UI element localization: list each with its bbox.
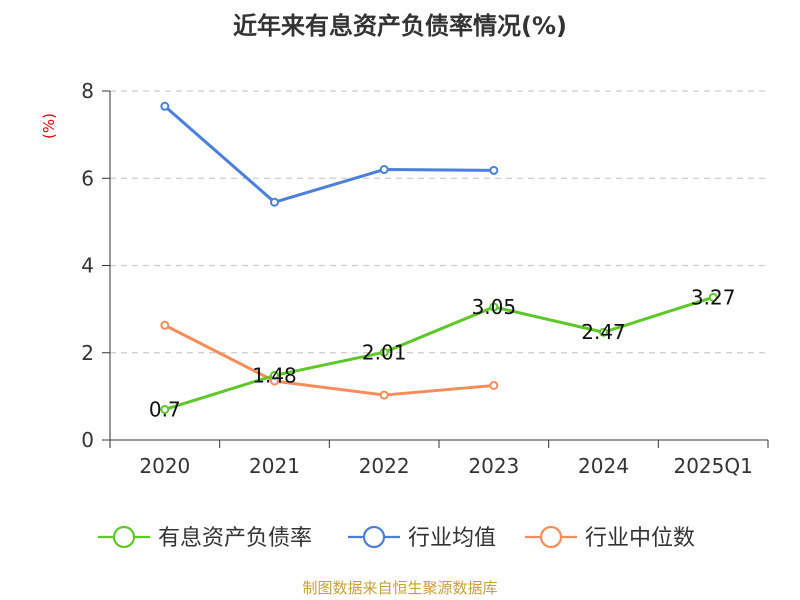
data-label: 2.47 <box>581 320 626 344</box>
y-tick-label: 6 <box>81 166 94 190</box>
data-point[interactable] <box>160 320 170 330</box>
data-point[interactable] <box>489 302 499 312</box>
data-point[interactable] <box>379 165 389 175</box>
data-point[interactable] <box>160 101 170 111</box>
x-tick-label: 2023 <box>468 454 519 478</box>
x-tick-label: 2025Q1 <box>673 454 752 478</box>
y-axis-unit: (%) <box>40 113 58 139</box>
axes: 0 2 4 6 8 2020 2021 2022 2023 2024 2025Q1 <box>81 79 769 478</box>
x-tick-label: 2021 <box>249 454 300 478</box>
data-label: 3.27 <box>691 285 736 309</box>
legend-label: 行业均值 <box>408 526 496 551</box>
data-point[interactable] <box>708 292 718 302</box>
legend-label: 有息资产负债率 <box>158 526 312 551</box>
legend-marker <box>112 525 136 549</box>
legend-item-1[interactable]: 行业均值 <box>348 525 496 551</box>
data-labels: 0.7 1.48 2.01 3.05 2.47 3.27 <box>149 285 736 421</box>
data-point[interactable] <box>489 165 499 175</box>
series-layer <box>160 101 718 414</box>
data-source: 制图数据来自恒生聚源数据库 <box>302 579 497 597</box>
chart-title: 近年来有息资产负债率情况(%) <box>233 12 567 40</box>
data-point[interactable] <box>489 380 499 390</box>
legend-label: 行业中位数 <box>585 526 695 551</box>
legend[interactable]: 有息资产负债率 行业均值 行业中位数 <box>98 525 695 551</box>
data-point[interactable] <box>379 390 389 400</box>
legend-item-0[interactable]: 有息资产负债率 <box>98 525 312 551</box>
data-point[interactable] <box>379 347 389 357</box>
y-tick-label: 0 <box>81 428 94 452</box>
y-tick-label: 2 <box>81 341 94 365</box>
data-label: 0.7 <box>149 397 181 421</box>
data-label: 1.48 <box>252 363 297 387</box>
x-tick-label: 2022 <box>359 454 410 478</box>
y-tick-label: 8 <box>81 79 94 103</box>
series-line-1 <box>163 105 494 204</box>
y-tick-label: 4 <box>81 254 94 278</box>
legend-marker <box>362 525 386 549</box>
x-tick-label: 2024 <box>578 454 629 478</box>
series-line-0 <box>164 295 714 411</box>
data-point[interactable] <box>270 370 279 380</box>
data-label: 3.05 <box>472 295 517 319</box>
series-line-2 <box>164 323 494 397</box>
legend-marker <box>539 525 563 549</box>
data-point[interactable] <box>160 404 170 414</box>
data-point[interactable] <box>599 327 608 337</box>
x-tick-label: 2020 <box>139 454 190 478</box>
legend-item-2[interactable]: 行业中位数 <box>525 525 695 551</box>
data-label: 2.01 <box>362 340 407 364</box>
grid <box>110 90 768 354</box>
data-point[interactable] <box>270 197 279 207</box>
